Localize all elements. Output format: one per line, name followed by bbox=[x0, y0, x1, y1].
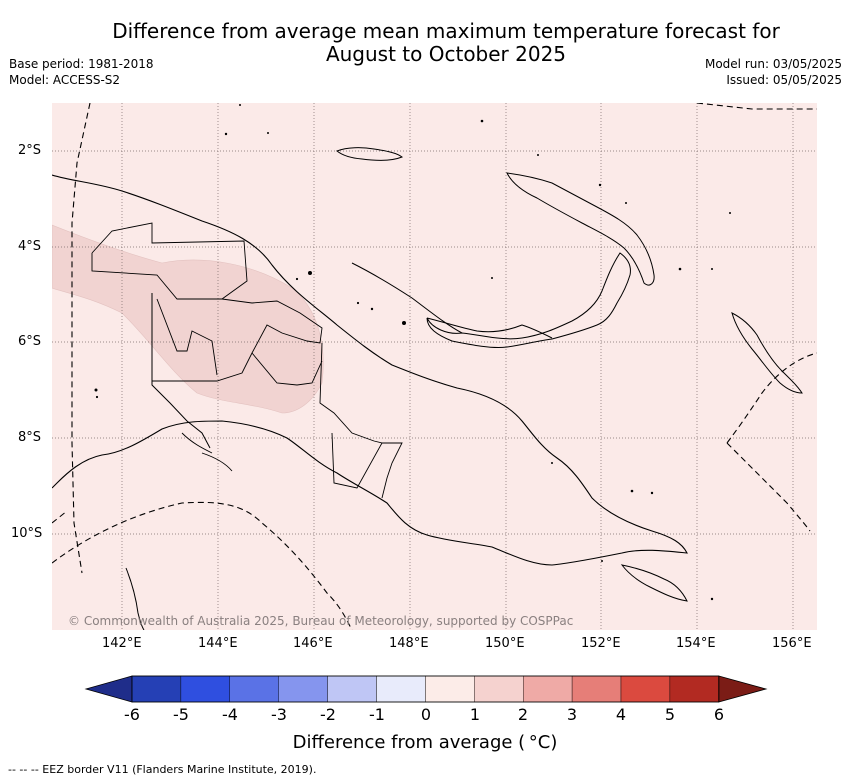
bougainville bbox=[731, 312, 803, 394]
lat-label-4s: 4°S bbox=[18, 239, 42, 254]
colorbar-outline bbox=[131, 675, 720, 703]
map-panel bbox=[52, 103, 817, 630]
eez-borders bbox=[52, 103, 817, 630]
colorbar-tick-0: 0 bbox=[420, 705, 432, 724]
png-indonesia-border bbox=[151, 293, 211, 449]
colorbar-cell bbox=[180, 675, 230, 703]
lon-label-156e: 156°E bbox=[772, 636, 812, 651]
lon-label-148e: 148°E bbox=[389, 636, 429, 651]
colorbar-extend-low bbox=[84, 675, 133, 703]
lon-label-146e: 146°E bbox=[293, 636, 333, 651]
title-line-1: Difference from average mean maximum tem… bbox=[112, 19, 780, 43]
colorbar-tick-neg3: -3 bbox=[271, 705, 287, 724]
colorbar-tick-1: 1 bbox=[469, 705, 481, 724]
colorbar-cell bbox=[327, 675, 377, 703]
issue-date: Issued: 05/05/2025 bbox=[726, 73, 842, 87]
colorbar-cell bbox=[229, 675, 279, 703]
meta-right: Model run: 03/05/2025 Issued: 05/05/2025 bbox=[705, 56, 842, 88]
map-title: Difference from average mean maximum tem… bbox=[0, 20, 850, 66]
colorbar-tick-neg4: -4 bbox=[222, 705, 238, 724]
huon-peninsula bbox=[426, 317, 553, 339]
lat-label-10s: 10°S bbox=[11, 526, 43, 541]
colorbar-cells bbox=[84, 675, 768, 703]
meta-left: Base period: 1981-2018 Model: ACCESS-S2 bbox=[9, 56, 154, 88]
colorbar-tick-6: 6 bbox=[713, 705, 725, 724]
colorbar-cell bbox=[278, 675, 328, 703]
new-britain bbox=[426, 252, 631, 348]
lon-label-150e: 150°E bbox=[485, 636, 525, 651]
colorbar-cell bbox=[131, 675, 182, 703]
cape-york-coast bbox=[125, 567, 145, 630]
eez-footnote: -- -- -- EEZ border V11 (Flanders Marine… bbox=[8, 763, 317, 776]
model-name: Model: ACCESS-S2 bbox=[9, 73, 121, 87]
colorbar-tick-3: 3 bbox=[566, 705, 578, 724]
colorbar-tick-2: 2 bbox=[517, 705, 529, 724]
colorbar-tick-neg1: -1 bbox=[369, 705, 385, 724]
lat-label-2s: 2°S bbox=[18, 143, 42, 158]
lon-label-142e: 142°E bbox=[102, 636, 142, 651]
new-guinea-coastline bbox=[52, 174, 688, 566]
colorbar-tick-neg5: -5 bbox=[173, 705, 189, 724]
milne-bay-islands bbox=[620, 564, 688, 602]
manus-island bbox=[336, 147, 403, 161]
lon-label-152e: 152°E bbox=[581, 636, 621, 651]
colorbar-cell bbox=[474, 675, 524, 703]
colorbar-tick-5: 5 bbox=[664, 705, 676, 724]
lon-label-144e: 144°E bbox=[198, 636, 238, 651]
colorbar-tick-neg6: -6 bbox=[124, 705, 140, 724]
southern-border bbox=[331, 432, 403, 499]
map-canvas bbox=[52, 103, 817, 630]
colorbar-cell bbox=[571, 675, 622, 703]
title-line-2: August to October 2025 bbox=[325, 42, 567, 66]
colorbar-cell bbox=[376, 675, 426, 703]
anomaly-region bbox=[52, 224, 324, 414]
north-coast bbox=[351, 262, 463, 334]
colorbar-cell bbox=[669, 675, 720, 703]
colorbar-extend-high bbox=[718, 675, 768, 703]
colorbar-cell bbox=[425, 675, 475, 703]
new-ireland bbox=[506, 172, 655, 286]
fly-river-delta bbox=[181, 432, 233, 472]
lon-label-154e: 154°E bbox=[676, 636, 716, 651]
base-period: Base period: 1981-2018 bbox=[9, 57, 154, 71]
colorbar-cell bbox=[523, 675, 573, 703]
colorbar-tick-4: 4 bbox=[615, 705, 627, 724]
colorbar-cell bbox=[620, 675, 671, 703]
colorbar-label: Difference from average ( °C) bbox=[292, 732, 558, 753]
copyright-notice: © Commonwealth of Australia 2025, Bureau… bbox=[68, 614, 574, 628]
colorbar-tick-neg2: -2 bbox=[320, 705, 336, 724]
small-islands bbox=[94, 104, 731, 601]
province-borders bbox=[91, 222, 383, 444]
lat-label-8s: 8°S bbox=[18, 430, 42, 445]
model-run: Model run: 03/05/2025 bbox=[704, 57, 842, 71]
lat-label-6s: 6°S bbox=[18, 334, 42, 349]
graticule bbox=[52, 103, 817, 630]
